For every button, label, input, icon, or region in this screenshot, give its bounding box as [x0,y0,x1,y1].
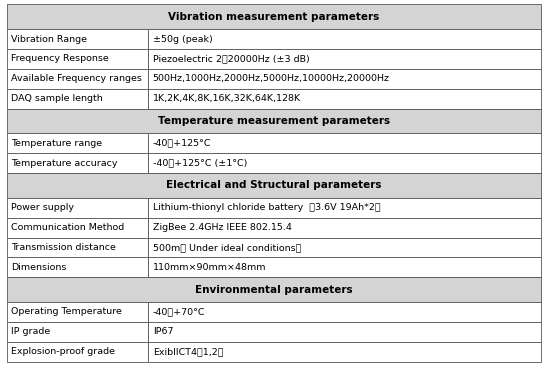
Bar [149,133,541,153]
Text: Lithium-thionyl chloride battery  （3.6V 19Ah*2）: Lithium-thionyl chloride battery （3.6V 1… [153,203,380,212]
Bar [149,198,541,218]
Bar [7,69,149,89]
Bar [149,29,541,49]
Text: Frequency Response: Frequency Response [11,55,109,63]
Text: Power supply: Power supply [11,203,74,212]
Text: Communication Method: Communication Method [11,223,124,232]
Bar [7,277,541,302]
Bar [7,29,149,49]
Text: 500m（ Under ideal conditions）: 500m（ Under ideal conditions） [153,243,301,252]
Bar [149,302,541,322]
Text: IP grade: IP grade [11,327,50,336]
Text: Environmental parameters: Environmental parameters [195,285,353,295]
Bar [7,173,541,198]
Bar [7,238,149,257]
Bar [149,238,541,257]
Bar [149,89,541,109]
Text: Temperature measurement parameters: Temperature measurement parameters [158,116,390,126]
Text: -40～+125°C (±1°C): -40～+125°C (±1°C) [153,158,247,168]
Text: ZigBee 2.4GHz IEEE 802.15.4: ZigBee 2.4GHz IEEE 802.15.4 [153,223,292,232]
Text: Transmission distance: Transmission distance [11,243,116,252]
Bar [149,69,541,89]
Text: Electrical and Structural parameters: Electrical and Structural parameters [166,180,382,190]
Bar [7,153,149,173]
Bar [149,153,541,173]
Text: 1K,2K,4K,8K,16K,32K,64K,128K: 1K,2K,4K,8K,16K,32K,64K,128K [153,94,301,103]
Bar [7,302,149,322]
Text: Temperature range: Temperature range [11,139,102,148]
Bar [149,257,541,277]
Bar [149,322,541,342]
Bar [149,218,541,238]
Bar [7,89,149,109]
Bar [7,49,149,69]
Text: IP67: IP67 [153,327,173,336]
Bar [7,198,149,218]
Text: -40～+125°C: -40～+125°C [153,139,211,148]
Bar [7,133,149,153]
Bar [7,257,149,277]
Text: 500Hz,1000Hz,2000Hz,5000Hz,10000Hz,20000Hz: 500Hz,1000Hz,2000Hz,5000Hz,10000Hz,20000… [153,74,390,83]
Text: DAQ sample length: DAQ sample length [11,94,102,103]
Bar [7,4,541,29]
Text: Explosion-proof grade: Explosion-proof grade [11,347,115,356]
Text: Dimensions: Dimensions [11,263,66,272]
Text: Temperature accuracy: Temperature accuracy [11,158,117,168]
Text: ExibIICT4（1,2）: ExibIICT4（1,2） [153,347,223,356]
Text: Vibration Range: Vibration Range [11,35,87,44]
Text: Operating Temperature: Operating Temperature [11,307,122,317]
Text: Piezoelectric 2～20000Hz (±3 dB): Piezoelectric 2～20000Hz (±3 dB) [153,55,310,63]
Bar [7,342,149,362]
Text: Available Frequency ranges: Available Frequency ranges [11,74,142,83]
Bar [7,322,149,342]
Bar [7,218,149,238]
Bar [7,109,541,133]
Text: 110mm×90mm×48mm: 110mm×90mm×48mm [153,263,266,272]
Text: ±50g (peak): ±50g (peak) [153,35,213,44]
Text: Vibration measurement parameters: Vibration measurement parameters [168,12,380,22]
Bar [149,342,541,362]
Text: -40～+70°C: -40～+70°C [153,307,205,317]
Bar [149,49,541,69]
